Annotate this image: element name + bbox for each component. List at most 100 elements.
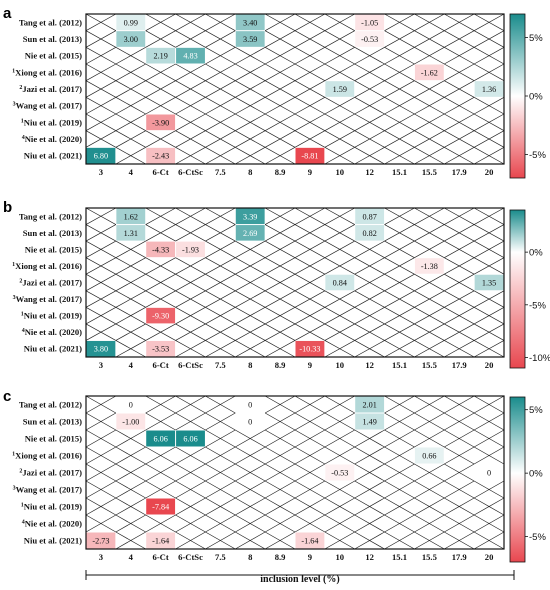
cell-value-label: 3.59 [243,35,257,44]
cell-value-label: -1.38 [421,262,438,271]
row-label: Tang et al. (2012) [19,400,82,410]
column-label: 15.1 [392,167,407,177]
row-superscript: 1 [21,503,24,509]
heatmap-cell [86,532,116,549]
cross-line [115,323,146,341]
cross-line [205,307,236,325]
cross-line [384,240,415,258]
cross-line [473,113,505,131]
column-label: 9 [308,167,312,177]
cross-line [175,97,206,115]
colorbar-gradient [509,209,526,369]
cross-line [205,13,236,31]
heatmap-cell [355,396,385,413]
cross-line [354,463,385,482]
cross-line [264,395,296,414]
heatmap-cell [86,147,116,164]
cross-line [85,497,117,516]
cross-line [264,463,296,482]
cross-line [414,323,445,341]
cross-line [145,130,176,148]
row-label: 2Jazi et al. (2017) [19,468,82,478]
column-label: 17.9 [452,167,467,177]
cell-value-label: 0 [248,418,252,427]
column-label: 6-CtSc [178,552,203,562]
cross-line [444,147,475,165]
row-label: 1Niu et al. (2019) [21,311,82,321]
cross-line [85,30,117,48]
cross-line [414,13,445,31]
cross-line [414,307,445,325]
cross-line [294,395,326,414]
heatmap-cell [146,340,176,357]
cross-line [264,97,296,115]
cross-line [264,80,296,98]
cross-line [444,63,475,81]
cross-line [473,323,505,341]
column-label: 6-Ct [153,167,169,177]
cross-line [444,307,475,325]
cross-line [384,257,415,275]
cross-line [384,13,415,31]
cross-line [414,80,445,98]
cross-line [444,412,475,431]
cross-line [294,224,326,242]
column-label: 15.5 [422,552,437,562]
cross-line [85,207,117,225]
colorbar-tick-label: 0% [529,469,543,480]
panel-letter: c [3,388,11,405]
cross-line [85,130,117,148]
cross-line [175,224,206,242]
column-label: 7.5 [215,167,226,177]
cross-line [264,207,296,225]
cross-line [145,257,176,275]
cross-line [384,80,415,98]
column-label: 15.1 [392,552,407,562]
cross-line [85,257,117,275]
panel-letter: a [3,5,12,22]
row-superscript: 3 [13,295,16,301]
cross-line [205,113,236,131]
cell-value-label: -1.00 [122,418,139,427]
cross-line [473,97,505,115]
cross-line [175,480,206,499]
cross-line [324,47,355,65]
cell-value-label: -8.81 [301,152,318,161]
cross-line [384,429,415,448]
cross-line [235,340,266,358]
heatmap-cell [355,14,385,31]
cross-line [354,323,385,341]
cross-line [414,224,445,242]
cross-line [414,240,445,258]
cell-value-label: 3.39 [243,212,257,221]
cross-line [235,63,266,81]
cross-line [264,13,296,31]
cell-value-label: 0 [487,469,491,478]
row-label: 1Xiong et al. (2016) [12,261,82,271]
heatmap-cell [355,31,385,47]
heatmap-cell [176,47,205,64]
column-label: 6-CtSc [178,360,203,370]
cross-line [444,113,475,131]
cross-line [384,97,415,115]
cell-value-label: -2.43 [152,152,169,161]
column-label: 20 [485,360,494,370]
cross-line [85,480,117,499]
cross-line [473,30,505,48]
column-label: 6-Ct [153,360,169,370]
row-label: Niu et al. (2021) [24,151,82,161]
cross-line [115,463,146,482]
cross-line [235,273,266,292]
cross-line [414,395,445,414]
cross-line [205,63,236,81]
colorbar: 5% 0% -5% [509,13,546,179]
cross-line [473,480,505,499]
column-label: 8 [248,552,253,562]
cross-line [473,240,505,258]
row-label: Tang et al. (2012) [19,211,82,221]
cross-line [175,80,206,98]
heatmap-cell [116,208,146,225]
cell-value-label: 0.66 [422,452,436,461]
row-label: 2Jazi et al. (2017) [19,84,82,94]
cross-line [115,514,146,533]
